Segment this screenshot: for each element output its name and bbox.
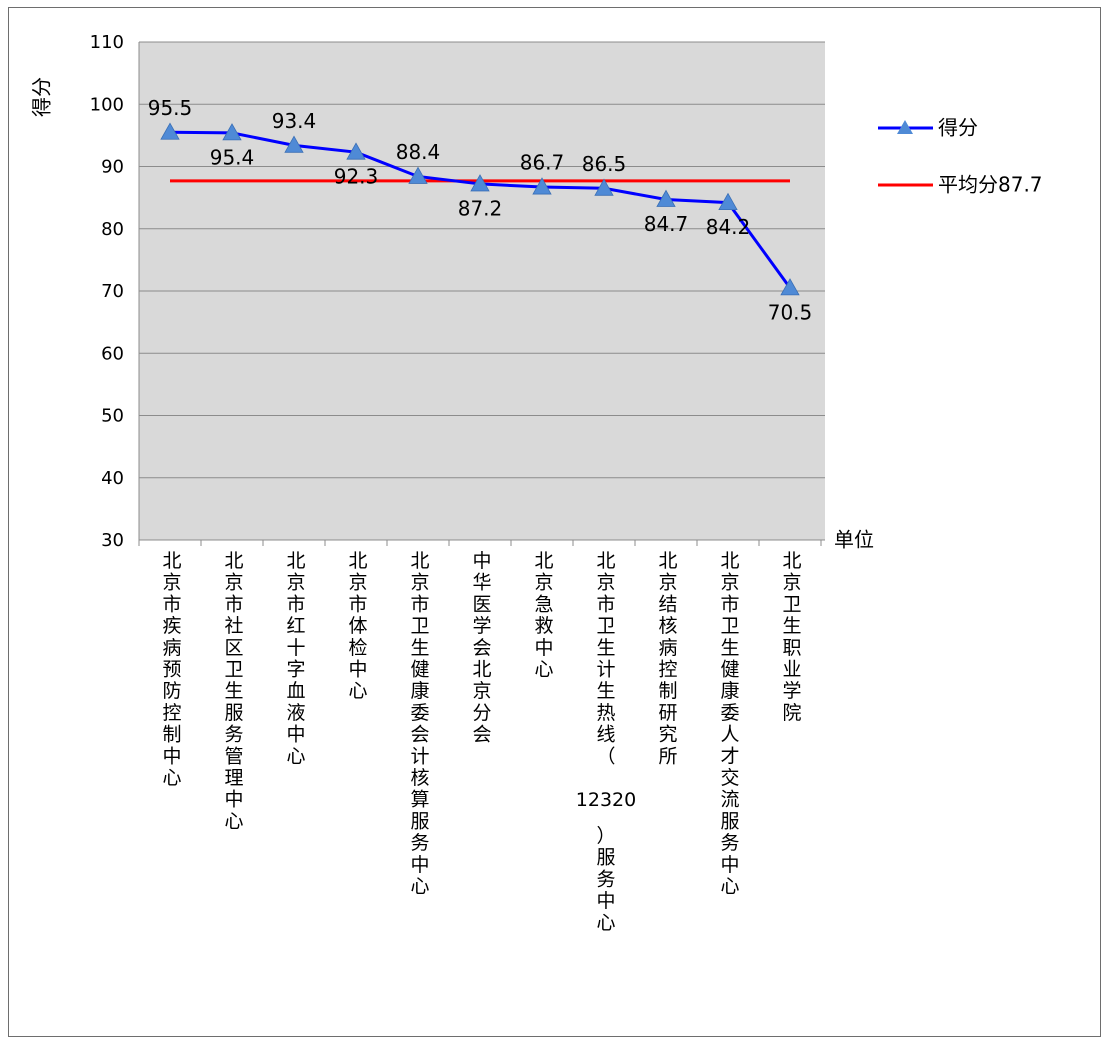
score-point: [594, 178, 614, 196]
score-point: [470, 174, 490, 192]
score-point: [408, 166, 428, 184]
series-layer: [160, 122, 800, 296]
y-axis-ticks: 30 40 50 60 70 80 90 100 110: [90, 32, 124, 551]
data-label: 93.4: [272, 109, 317, 133]
score-point: [160, 122, 180, 140]
y-tick-label: 80: [101, 219, 124, 240]
data-label: 84.2: [706, 215, 751, 239]
data-label: 87.2: [458, 196, 503, 220]
score-point: [346, 142, 366, 160]
y-tick-label: 110: [90, 32, 124, 53]
score-point: [284, 135, 304, 153]
data-label: 86.5: [582, 152, 627, 176]
y-tick-label: 30: [101, 530, 124, 551]
legend-average-label: 平均分87.7: [938, 173, 1043, 197]
legend-score-marker: [897, 120, 913, 134]
data-label: 70.5: [768, 300, 813, 324]
y-tick-label: 90: [101, 157, 124, 178]
x-category-label: 北京市体检中心: [348, 550, 367, 702]
data-labels: 95.5 95.4 93.4 92.3 88.4 87.2 86.7 86.5 84.7 84.2…: [148, 96, 813, 325]
x-category-label: 北京市卫生健康委人才交流服务中心: [720, 550, 739, 898]
data-label: 86.7: [520, 151, 565, 175]
gridlines: [138, 41, 825, 546]
x-category-label: 北京卫生职业学院: [782, 550, 801, 724]
data-label: 95.4: [210, 145, 255, 169]
y-tick-label: 50: [101, 406, 124, 427]
y-axis-title: 得分: [30, 77, 54, 117]
score-point: [222, 123, 242, 141]
data-label: 88.4: [396, 140, 441, 164]
score-point: [656, 189, 676, 207]
score-point: [532, 177, 552, 195]
x-category-label: 北京市疾病预防控制中心: [162, 550, 181, 789]
y-tick-label: 40: [101, 468, 124, 489]
data-label: 92.3: [334, 165, 379, 189]
x-category-label: 北京急救中心: [534, 550, 553, 681]
x-axis-title: 单位: [834, 528, 874, 552]
y-tick-label: 60: [101, 343, 124, 364]
y-tick-label: 100: [90, 94, 124, 115]
x-axis-categories: 北京市疾病预防控制中心 北京市社区卫生服务管理中心 北京市红十字血液中心 北京市体检中…: [162, 550, 801, 934]
x-category-label: 中华医学会北京分会: [472, 550, 491, 746]
score-point: [780, 278, 800, 296]
legend: 得分 平均分87.7: [878, 116, 1043, 197]
y-tick-label: 70: [101, 281, 124, 302]
data-label: 95.5: [148, 96, 193, 120]
x-category-label: 北京市社区卫生服务管理中心: [224, 550, 243, 832]
score-point: [718, 192, 738, 211]
data-label: 84.7: [644, 212, 689, 236]
x-category-label: 北京市红十字血液中心: [286, 550, 305, 767]
legend-score-label: 得分: [938, 116, 978, 140]
x-category-label: 北京市卫生健康委会计核算服务中心: [410, 550, 429, 898]
x-category-label: 北京市卫生计生热线（ 12320 ）服务中心: [576, 550, 636, 934]
x-category-label: 北京结核病控制研究所: [658, 550, 677, 767]
